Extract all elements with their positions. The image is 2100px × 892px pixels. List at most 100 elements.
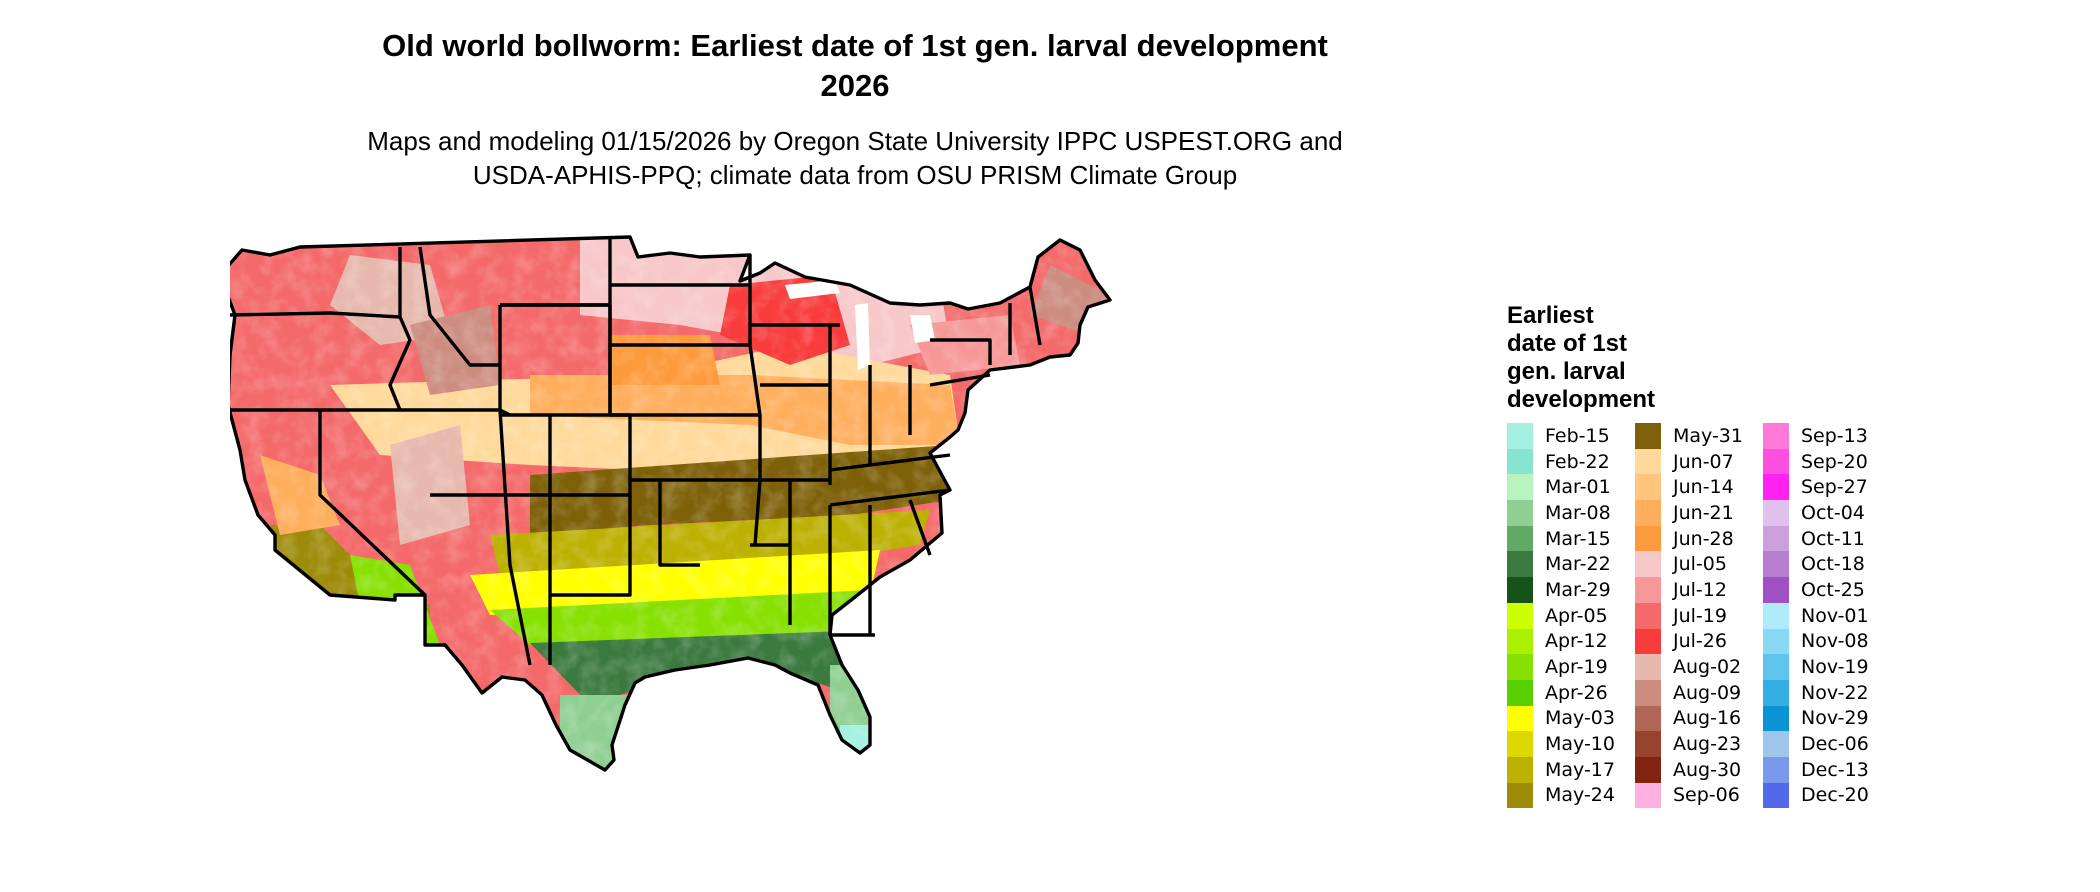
legend-title-line-4: development: [1507, 386, 1656, 413]
legend: Feb-15 Feb-22 Mar-01 Mar-08 Mar-15 Mar-22 Mar-…: [1507, 423, 1891, 809]
legend-swatch: [1763, 551, 1789, 578]
legend-item: Nov-08: [1763, 628, 1891, 655]
legend-swatch: [1763, 577, 1789, 603]
legend-swatch: [1507, 577, 1533, 603]
legend-item: Nov-22: [1763, 679, 1891, 706]
legend-label: Nov-19: [1801, 656, 1869, 679]
legend-item: Aug-23: [1635, 731, 1763, 757]
legend-swatch: [1507, 551, 1533, 578]
legend-label: Nov-29: [1801, 707, 1869, 730]
ky-tn-border: [829, 453, 951, 472]
legend-label: Jul-19: [1673, 604, 1727, 627]
legend-label: Apr-05: [1545, 604, 1608, 627]
legend-item: Oct-04: [1763, 500, 1891, 526]
legend-item: Aug-16: [1635, 705, 1763, 732]
legend-item: May-17: [1507, 756, 1635, 783]
legend-label: Jun-28: [1673, 527, 1734, 550]
legend-item: Aug-09: [1635, 679, 1763, 706]
legend-swatch: [1507, 782, 1533, 809]
legend-swatch: [1763, 705, 1789, 732]
legend-label: Dec-20: [1801, 784, 1869, 807]
legend-swatch: [1635, 474, 1661, 501]
legend-swatch: [1635, 500, 1661, 526]
legend-item: Dec-20: [1763, 782, 1891, 809]
map-title: Old world bollworm: Earliest date of 1st…: [230, 26, 1480, 106]
legend-item: Mar-08: [1507, 500, 1635, 526]
legend-item: Jul-05: [1635, 551, 1763, 578]
legend-item: Jun-21: [1635, 500, 1763, 526]
legend-swatch: [1635, 448, 1661, 475]
legend-label: May-24: [1545, 784, 1615, 807]
legend-swatch: [1507, 679, 1533, 706]
legend-title-line-2: date of 1st: [1507, 330, 1628, 357]
pa-south-border: [929, 373, 991, 387]
legend-swatch: [1507, 731, 1533, 757]
legend-swatch: [1507, 654, 1533, 680]
legend-item: Sep-13: [1763, 423, 1891, 449]
legend-item: Sep-20: [1763, 448, 1891, 475]
legend-item: Oct-18: [1763, 551, 1891, 578]
lake-michigan: [855, 303, 870, 370]
legend-swatch: [1763, 500, 1789, 526]
legend-column: Feb-15 Feb-22 Mar-01 Mar-08 Mar-15 Mar-22 Mar-…: [1507, 423, 1635, 809]
legend-label: Nov-08: [1801, 630, 1869, 653]
legend-item: Apr-19: [1507, 654, 1635, 680]
legend-item: Oct-25: [1763, 577, 1891, 603]
legend-label: Apr-12: [1545, 630, 1608, 653]
legend-label: May-31: [1673, 424, 1743, 447]
legend-swatch: [1507, 500, 1533, 526]
legend-swatch: [1635, 679, 1661, 706]
legend-label: Sep-20: [1801, 450, 1868, 473]
legend-title-line-3: gen. larval: [1507, 358, 1626, 385]
legend-swatch: [1763, 474, 1789, 501]
legend-label: Jun-07: [1673, 450, 1734, 473]
lake-superior: [785, 280, 840, 299]
wa-or-border: [230, 311, 401, 319]
legend-swatch: [1763, 602, 1789, 629]
legend-label: Jul-12: [1673, 578, 1727, 601]
legend-label: Mar-01: [1545, 476, 1611, 499]
legend-swatch: [1635, 602, 1661, 629]
legend-item: Nov-01: [1763, 602, 1891, 629]
state-boundaries: [230, 235, 1112, 772]
legend-item: Mar-15: [1507, 525, 1635, 552]
legend-label: Mar-15: [1545, 527, 1611, 550]
legend-item: Jun-28: [1635, 525, 1763, 552]
legend-item: Jun-07: [1635, 448, 1763, 475]
legend-swatch: [1763, 756, 1789, 783]
legend-item: Aug-30: [1635, 756, 1763, 783]
legend-title-line-1: Earliest: [1507, 302, 1594, 329]
legend-label: Sep-13: [1801, 424, 1868, 447]
legend-label: Oct-18: [1801, 553, 1865, 576]
central-border: [748, 255, 762, 546]
legend-swatch: [1763, 448, 1789, 475]
legend-item: Feb-22: [1507, 448, 1635, 475]
legend-label: Mar-29: [1545, 578, 1611, 601]
legend-swatch: [1763, 628, 1789, 655]
legend-item: Mar-22: [1507, 551, 1635, 578]
ga-sc-border: [908, 499, 932, 556]
legend-label: Jul-05: [1673, 553, 1727, 576]
idaho-west-border: [388, 247, 412, 411]
legend-item: Dec-06: [1763, 731, 1891, 757]
legend-label: Nov-22: [1801, 681, 1869, 704]
legend-swatch: [1507, 448, 1533, 475]
legend-label: May-03: [1545, 707, 1615, 730]
legend-swatch: [1507, 474, 1533, 501]
legend-item: Apr-26: [1507, 679, 1635, 706]
lake-huron: [910, 315, 935, 343]
legend-column: May-31 Jun-07 Jun-14 Jun-21 Jun-28 Jul-05 Jul-…: [1635, 423, 1763, 809]
ca-nv-border: [318, 410, 427, 597]
tn-south-border: [829, 488, 951, 507]
legend-item: Nov-19: [1763, 654, 1891, 680]
legend-item: Feb-15: [1507, 423, 1635, 449]
nh-me-border: [1028, 286, 1042, 346]
legend-swatch: [1507, 756, 1533, 783]
legend-swatch: [1507, 705, 1533, 732]
legend-title: Earliest date of 1st gen. larval develop…: [1507, 302, 1747, 414]
legend-label: Sep-06: [1673, 784, 1740, 807]
legend-item: Aug-02: [1635, 654, 1763, 680]
legend-swatch: [1507, 628, 1533, 655]
pa-ny-border: [930, 338, 992, 365]
legend-swatch: [1763, 679, 1789, 706]
